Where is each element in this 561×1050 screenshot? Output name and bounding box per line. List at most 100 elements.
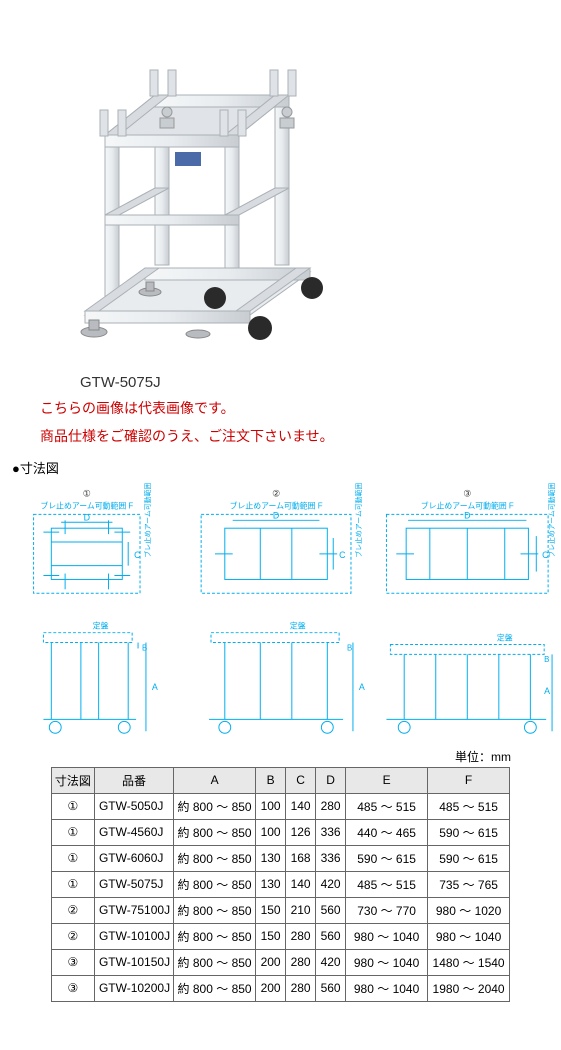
table-cell: ① (51, 871, 94, 897)
table-cell: 485 ～ 515 (428, 793, 510, 819)
svg-text:A: A (152, 682, 158, 692)
table-cell: GTW-10150J (94, 949, 173, 975)
svg-text:ブレ止めアーム可動範囲 E: ブレ止めアーム可動範囲 E (143, 481, 152, 558)
table-cell: 約 800 ～ 850 (174, 871, 256, 897)
table-cell: ① (51, 845, 94, 871)
table-header-row: 寸法図 品番 A B C D E F (51, 767, 509, 793)
table-cell: 485 ～ 515 (346, 793, 428, 819)
table-cell: 140 (286, 793, 316, 819)
table-cell: ① (51, 793, 94, 819)
svg-text:ブレ止めアーム可動範囲 E: ブレ止めアーム可動範囲 E (354, 481, 363, 558)
table-cell: 420 (316, 871, 346, 897)
table-row: ①GTW-5075J約 800 ～ 850130140420485 ～ 5157… (51, 871, 509, 897)
table-row: ②GTW-75100J約 800 ～ 850150210560730 ～ 770… (51, 897, 509, 923)
table-cell: 1480 ～ 1540 (428, 949, 510, 975)
table-cell: 560 (316, 975, 346, 1001)
table-cell: 126 (286, 819, 316, 845)
table-cell: 200 (256, 975, 286, 1001)
svg-text:B: B (347, 643, 352, 652)
table-cell: 約 800 ～ 850 (174, 845, 256, 871)
table-row: ①GTW-6060J約 800 ～ 850130168336590 ～ 6155… (51, 845, 509, 871)
table-cell: 980 ～ 1040 (428, 923, 510, 949)
svg-text:B: B (142, 643, 147, 652)
table-cell: ③ (51, 949, 94, 975)
th-b: B (256, 767, 286, 793)
table-cell: 440 ～ 465 (346, 819, 428, 845)
table-cell: 590 ～ 615 (428, 819, 510, 845)
table-cell: 336 (316, 819, 346, 845)
dimensions-table: 寸法図 品番 A B C D E F ①GTW-5050J約 800 ～ 850… (51, 767, 510, 1002)
stand-illustration (50, 40, 350, 350)
svg-text:ブレ止めアーム可動範囲 F: ブレ止めアーム可動範囲 F (230, 500, 323, 510)
table-cell: 150 (256, 897, 286, 923)
table-cell: 336 (316, 845, 346, 871)
svg-text:C: C (339, 550, 346, 560)
table-cell: GTW-5050J (94, 793, 173, 819)
table-row: ②GTW-10100J約 800 ～ 850150280560980 ～ 104… (51, 923, 509, 949)
th-fig: 寸法図 (51, 767, 94, 793)
svg-text:定盤: 定盤 (497, 632, 513, 642)
svg-text:D: D (84, 512, 90, 522)
table-row: ③GTW-10150J約 800 ～ 850200280420980 ～ 104… (51, 949, 509, 975)
table-cell: 280 (286, 949, 316, 975)
table-cell: 1980 ～ 2040 (428, 975, 510, 1001)
svg-text:③: ③ (463, 488, 471, 498)
table-cell: 980 ～ 1020 (428, 897, 510, 923)
th-f: F (428, 767, 510, 793)
table-cell: 100 (256, 793, 286, 819)
table-cell: GTW-10200J (94, 975, 173, 1001)
table-cell: GTW-5075J (94, 871, 173, 897)
th-model: 品番 (94, 767, 173, 793)
model-label: GTW-5075J (80, 374, 561, 391)
svg-text:定盤: 定盤 (290, 621, 306, 631)
table-row: ③GTW-10200J約 800 ～ 850200280560980 ～ 104… (51, 975, 509, 1001)
table-cell: 280 (316, 793, 346, 819)
table-cell: 200 (256, 949, 286, 975)
note-line-2: 商品仕様をご確認のうえ、ご注文下さいませ。 (40, 425, 541, 447)
table-cell: 420 (316, 949, 346, 975)
table-cell: 約 800 ～ 850 (174, 949, 256, 975)
table-cell: 590 ～ 615 (428, 845, 510, 871)
table-cell: GTW-6060J (94, 845, 173, 871)
table-cell: 560 (316, 923, 346, 949)
svg-text:C: C (134, 550, 141, 560)
table-cell: ① (51, 819, 94, 845)
table-cell: 485 ～ 515 (346, 871, 428, 897)
svg-text:D: D (464, 510, 470, 520)
table-cell: 735 ～ 765 (428, 871, 510, 897)
unit-label: 単位：mm (0, 748, 561, 765)
table-cell: 約 800 ～ 850 (174, 923, 256, 949)
table-cell: 560 (316, 897, 346, 923)
dimension-section-label: ●寸法図 (12, 458, 561, 477)
th-d: D (316, 767, 346, 793)
product-photo (0, 0, 561, 370)
table-row: ①GTW-5050J約 800 ～ 850100140280485 ～ 5154… (51, 793, 509, 819)
table-cell: 約 800 ～ 850 (174, 975, 256, 1001)
table-cell: 140 (286, 871, 316, 897)
table-cell: ② (51, 923, 94, 949)
table-cell: 210 (286, 897, 316, 923)
svg-text:ブレ止めアーム可動範囲 E: ブレ止めアーム可動範囲 E (547, 481, 556, 558)
table-cell: GTW-4560J (94, 819, 173, 845)
table-row: ①GTW-4560J約 800 ～ 850100126336440 ～ 4655… (51, 819, 509, 845)
note-line-1: こちらの画像は代表画像です。 (40, 397, 541, 419)
dimension-diagrams: ① ブレ止めアーム可動範囲 F D C ブレ止めアーム可動範囲 E (0, 481, 560, 741)
table-cell: 280 (286, 975, 316, 1001)
table-cell: ② (51, 897, 94, 923)
th-c: C (286, 767, 316, 793)
table-cell: 980 ～ 1040 (346, 975, 428, 1001)
table-cell: 980 ～ 1040 (346, 949, 428, 975)
table-cell: ③ (51, 975, 94, 1001)
th-a: A (174, 767, 256, 793)
svg-text:B: B (544, 655, 549, 664)
table-cell: 280 (286, 923, 316, 949)
table-cell: 130 (256, 871, 286, 897)
svg-text:A: A (544, 686, 550, 696)
table-cell: 980 ～ 1040 (346, 923, 428, 949)
table-cell: 168 (286, 845, 316, 871)
svg-text:①: ① (83, 488, 91, 498)
table-cell: 100 (256, 819, 286, 845)
table-cell: GTW-10100J (94, 923, 173, 949)
table-cell: 約 800 ～ 850 (174, 819, 256, 845)
svg-text:ブレ止めアーム可動範囲 F: ブレ止めアーム可動範囲 F (40, 500, 133, 510)
